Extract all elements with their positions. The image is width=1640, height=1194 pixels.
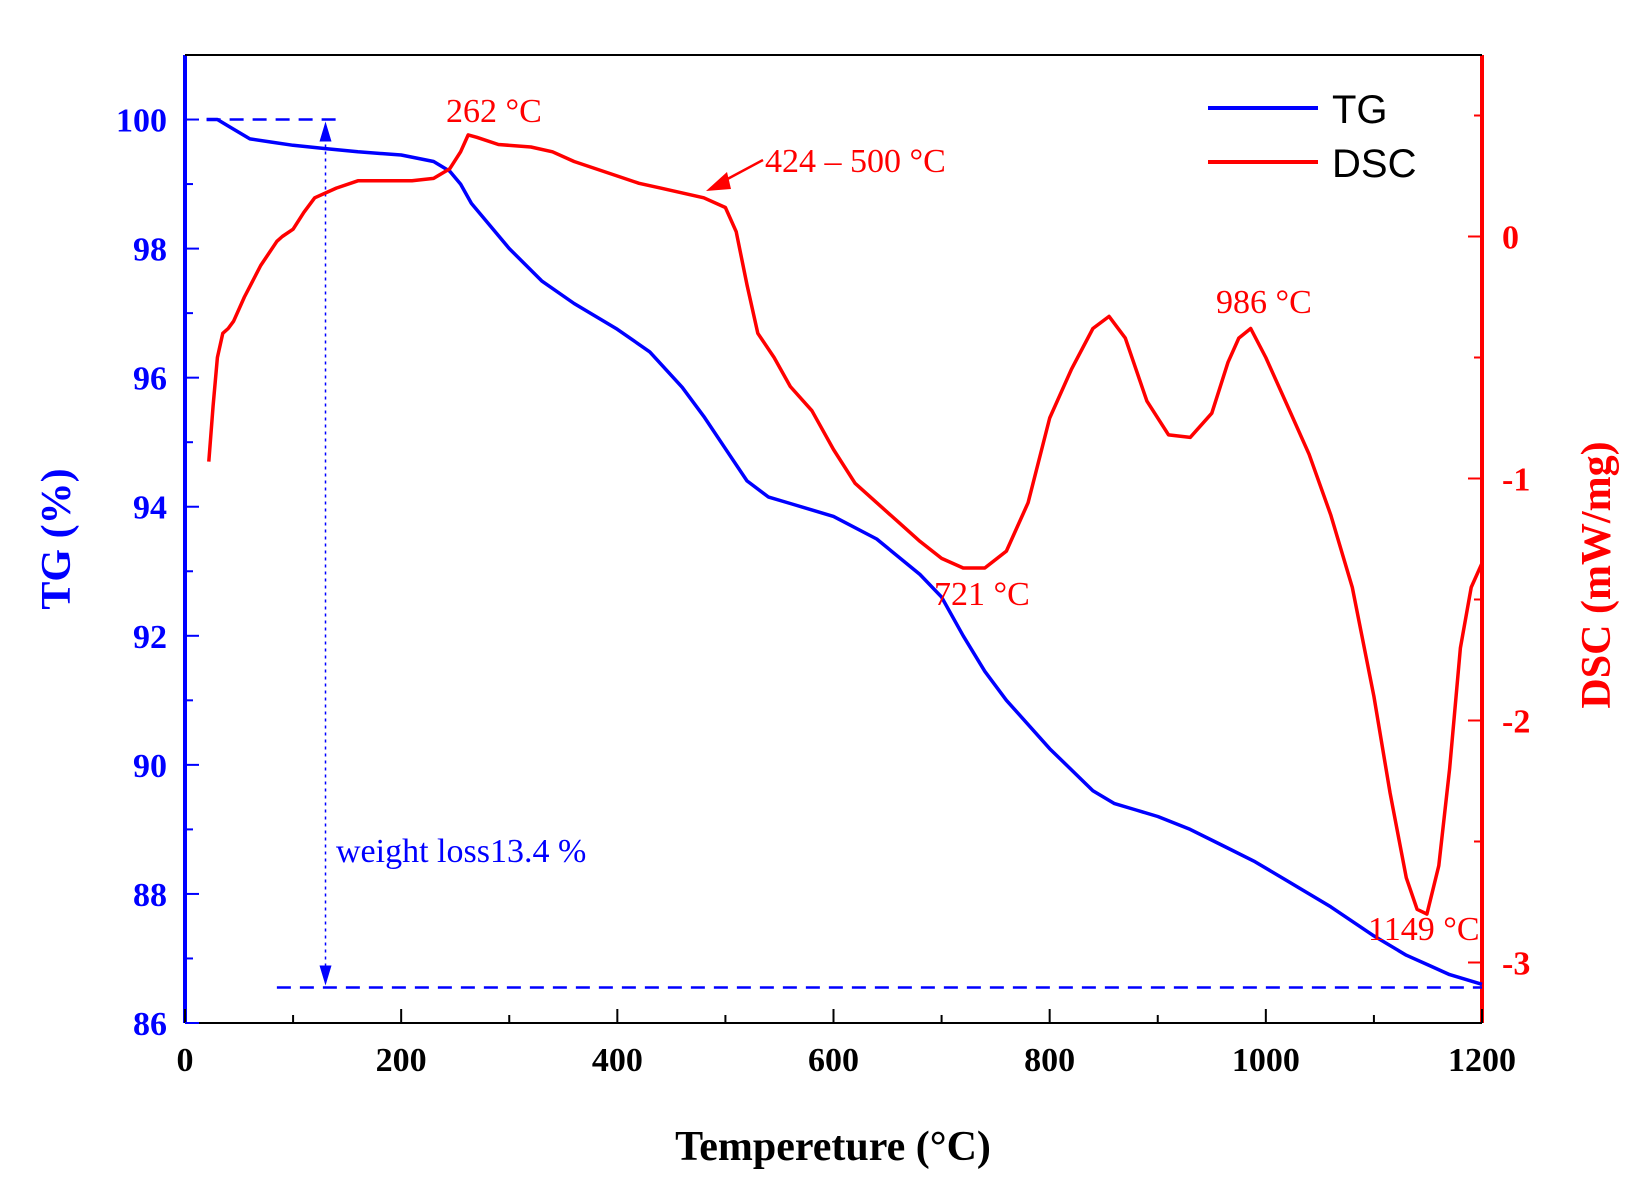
annotation-range-424-500: 424 – 500 °C xyxy=(765,143,946,180)
x-tick-label: 400 xyxy=(592,1042,643,1079)
tg-tick-label: 92 xyxy=(133,619,167,656)
legend-label-dsc: DSC xyxy=(1332,142,1416,186)
x-tick-label: 1000 xyxy=(1232,1042,1300,1079)
x-tick-label: 0 xyxy=(177,1042,194,1079)
arrow-down-icon xyxy=(319,965,332,986)
x-tick-label: 600 xyxy=(808,1042,859,1079)
annotation-weight-loss: weight loss13.4 % xyxy=(336,833,586,870)
x-axis-title: Tempereture (°C) xyxy=(675,1124,991,1170)
series-line-dsc xyxy=(207,133,1484,916)
dsc-tick-label: 0 xyxy=(1502,220,1519,257)
x-ticks: 0 200 400 600 800 1000 1200 xyxy=(177,1009,1516,1079)
tg-tick-label: 98 xyxy=(133,232,167,269)
dsc-axis-ticks: 0 -1 -2 -3 xyxy=(1468,114,1530,983)
annotation-arrow-head-icon xyxy=(706,172,731,191)
annotation-peak-986: 986 °C xyxy=(1216,284,1312,321)
annotation-valley-1149: 1149 °C xyxy=(1368,911,1480,948)
left-axis-title: TG (%) xyxy=(34,468,80,609)
right-axis-title: DSC (mW/mg) xyxy=(1574,441,1620,708)
x-tick-label: 800 xyxy=(1024,1042,1075,1079)
tg-tick-label: 100 xyxy=(116,103,167,140)
weight-loss-marker xyxy=(206,118,1482,989)
tg-tick-label: 86 xyxy=(133,1006,167,1043)
dsc-tick-label: -2 xyxy=(1502,704,1530,741)
tg-tick-label: 90 xyxy=(133,748,167,785)
x-tick-label: 1200 xyxy=(1448,1042,1516,1079)
tg-tick-label: 96 xyxy=(133,361,167,398)
arrow-up-icon xyxy=(319,121,332,142)
legend: TG DSC xyxy=(1208,88,1416,186)
legend-label-tg: TG xyxy=(1332,88,1388,132)
tg-axis-ticks: 86 88 90 92 94 96 98 100 xyxy=(116,103,199,1043)
dsc-tick-label: -1 xyxy=(1502,462,1530,499)
tg-tick-label: 88 xyxy=(133,877,167,914)
annotation-valley-721: 721 °C xyxy=(934,576,1030,613)
x-tick-label: 200 xyxy=(376,1042,427,1079)
tg-tick-label: 94 xyxy=(133,490,167,527)
dsc-tick-label: -3 xyxy=(1502,946,1530,983)
annotation-peak-262: 262 °C xyxy=(446,93,542,130)
series-line-tg xyxy=(206,117,1483,986)
